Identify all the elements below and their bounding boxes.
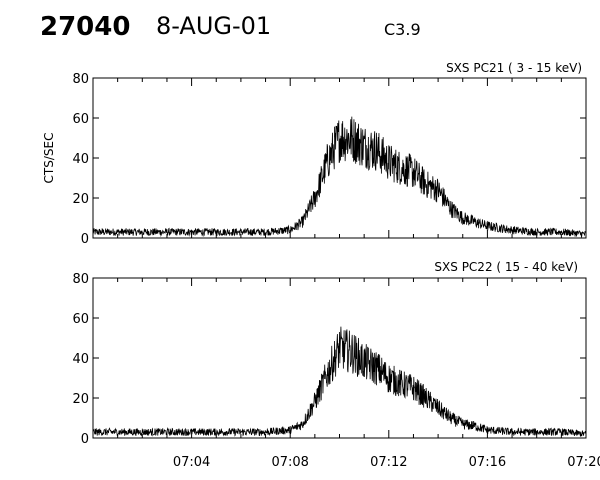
x-ticks — [92, 78, 587, 238]
flare-class: C3.9 — [384, 20, 421, 39]
y-ticks: 0 20 40 60 80 — [72, 272, 586, 447]
y-tick-label: 20 — [72, 192, 89, 207]
series-line-pc22 — [92, 326, 587, 437]
y-tick-label: 40 — [72, 152, 89, 167]
y-tick-label: 60 — [72, 112, 89, 127]
x-tick-label: 07:16 — [469, 455, 506, 470]
x-tick-label: 07:04 — [173, 455, 210, 470]
y-tick-label: 0 — [81, 232, 89, 247]
x-tick-labels: 07:04 07:08 07:12 07:16 07:20 — [173, 455, 600, 470]
y-tick-label: 0 — [81, 432, 89, 447]
y-tick-label: 20 — [72, 392, 89, 407]
y-tick-label: 80 — [72, 272, 89, 287]
chart-panel-pc21: SXS PC21 ( 3 - 15 keV) CTS/SEC 0 20 40 60 80 — [42, 61, 587, 247]
x-tick-label: 07:08 — [271, 455, 308, 470]
chart-title: SXS PC21 ( 3 - 15 keV) — [446, 61, 582, 75]
x-tick-label: 07:12 — [370, 455, 407, 470]
y-axis-label: CTS/SEC — [42, 133, 56, 184]
y-ticks: 0 20 40 60 80 — [72, 72, 586, 247]
x-tick-label: 07:20 — [567, 455, 600, 470]
chart-panel-pc22: SXS PC22 ( 15 - 40 keV) 0 20 40 60 80 — [72, 260, 587, 447]
event-id: 27040 — [40, 12, 131, 42]
event-date: 8-AUG-01 — [156, 12, 272, 40]
series-line-pc21 — [92, 116, 587, 239]
y-tick-label: 60 — [72, 312, 89, 327]
chart-title: SXS PC22 ( 15 - 40 keV) — [434, 260, 578, 274]
y-tick-label: 40 — [72, 352, 89, 367]
y-tick-label: 80 — [72, 72, 89, 87]
